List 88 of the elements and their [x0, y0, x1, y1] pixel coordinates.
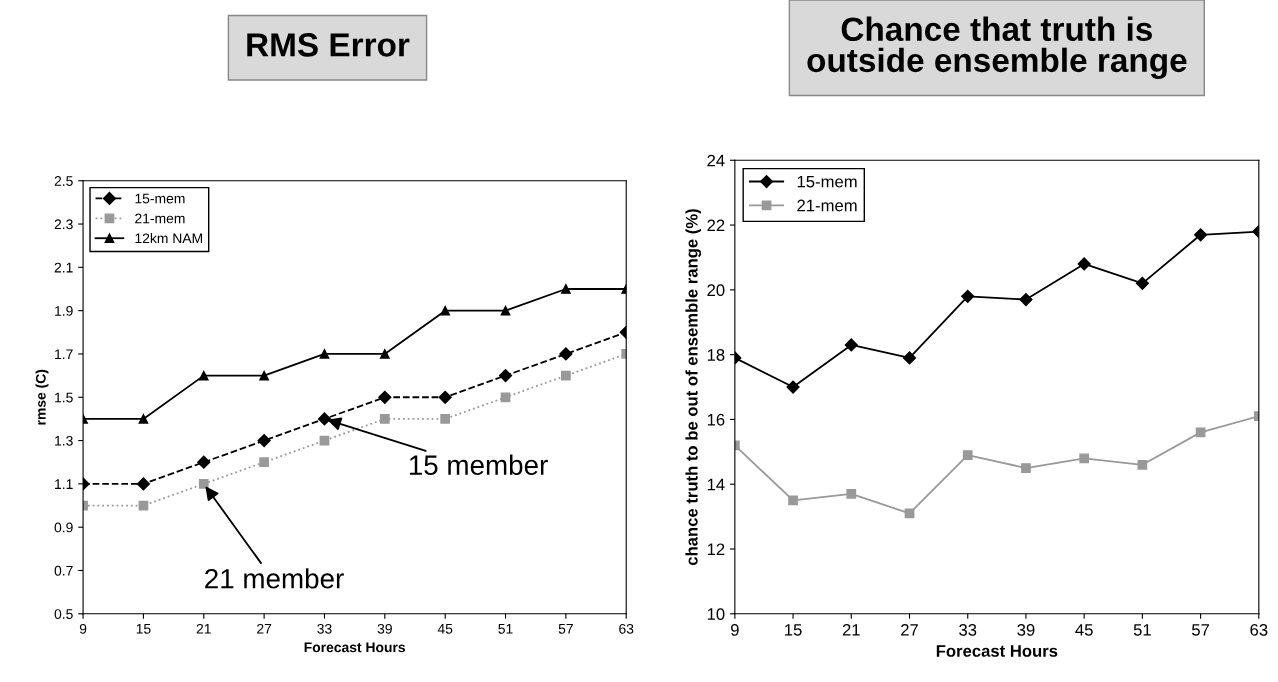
point: [1194, 228, 1208, 242]
y-tick-label: 1.1: [55, 479, 73, 489]
point: [317, 412, 332, 426]
x-tick-label: 15: [785, 624, 802, 636]
y-tick-label: 1.5: [55, 392, 73, 403]
point: [561, 370, 571, 381]
x-tick-label: 27: [901, 623, 918, 636]
y-tick-label: 0.5: [54, 609, 73, 619]
x-tick-label: 9: [731, 623, 739, 636]
point: [788, 495, 798, 506]
y-tick-label: 0.9: [54, 522, 73, 533]
legend-label: 15-mem: [797, 175, 857, 188]
point: [198, 479, 209, 489]
point: [1077, 257, 1091, 271]
x-tick-label: 51: [498, 624, 513, 634]
point: [961, 289, 975, 303]
y-tick-label: 18: [707, 349, 725, 361]
x-tick-label: 21: [196, 623, 211, 634]
y-tick-label: 2.3: [54, 219, 73, 230]
y-tick-label: 20: [707, 284, 725, 297]
point: [259, 457, 269, 468]
x-tick-label: 33: [959, 623, 977, 636]
legend-label: 12km NAM: [135, 233, 202, 244]
x-tick-label: 63: [619, 623, 634, 634]
point: [197, 455, 211, 469]
x-tick-label: 51: [1133, 624, 1151, 636]
point: [844, 338, 858, 352]
x-tick-label: 39: [377, 623, 392, 634]
point: [500, 305, 511, 316]
x-tick-label: 45: [1075, 624, 1093, 636]
y-tick-label: 2.5: [54, 176, 73, 186]
x-axis-title: Forecast Hours: [936, 645, 1058, 657]
y-tick-label: 1.3: [55, 435, 73, 446]
point: [378, 390, 392, 404]
chart-title: Chance that truth is outside ensemble range: [807, 16, 1187, 79]
point: [138, 414, 149, 424]
point: [498, 369, 513, 383]
y-tick-label: 0.7: [54, 565, 73, 576]
legend-label: 21-mem: [135, 213, 185, 224]
y-tick-label: 22: [707, 219, 725, 232]
y-tick-label: 14: [707, 478, 725, 491]
point: [136, 477, 151, 491]
point: [438, 390, 452, 404]
y-axis-title: chance truth to be out of ensemble range (%): [685, 209, 702, 566]
y-tick-label: 16: [707, 413, 725, 426]
point: [198, 370, 209, 381]
point: [902, 351, 917, 365]
point: [1019, 292, 1033, 307]
x-tick-label: 57: [1192, 624, 1210, 636]
legend-label: 15-mem: [135, 193, 185, 204]
x-tick-label: 45: [437, 624, 453, 634]
point: [1021, 463, 1031, 473]
x-axis-title: Forecast Hours: [304, 642, 406, 653]
legend-label: 21-mem: [797, 199, 857, 212]
annotation: 15 member: [409, 454, 548, 475]
y-tick-label: 2.1: [54, 262, 73, 273]
point: [1137, 459, 1148, 470]
point: [257, 433, 271, 448]
x-tick-label: 9: [79, 623, 87, 634]
point: [561, 284, 571, 294]
x-tick-label: 57: [558, 624, 573, 634]
y-tick-label: 24: [707, 154, 725, 167]
point: [440, 414, 451, 424]
x-tick-label: 39: [1017, 623, 1035, 636]
x-tick-label: 33: [317, 623, 332, 634]
y-tick-label: 12: [707, 543, 725, 556]
y-tick-label: 10: [707, 608, 725, 620]
point: [1079, 453, 1090, 464]
x-tick-label: 27: [257, 623, 272, 634]
x-tick-label: 21: [842, 623, 860, 636]
point: [259, 370, 269, 381]
point: [1135, 276, 1149, 290]
point: [559, 347, 573, 361]
y-tick-label: 1.9: [55, 305, 73, 316]
point: [379, 349, 390, 359]
y-tick-label: 1.7: [55, 349, 73, 359]
chart-title: RMS Error: [247, 33, 410, 57]
point: [786, 380, 800, 394]
annotation: 21 member: [205, 568, 344, 589]
x-tick-label: 15: [136, 624, 151, 634]
point: [962, 450, 973, 460]
point: [500, 392, 511, 403]
point: [846, 489, 857, 499]
x-tick-label: 63: [1250, 623, 1268, 636]
y-axis-title: rmse (C): [35, 369, 49, 425]
point: [440, 305, 451, 316]
point: [319, 349, 330, 359]
point: [379, 414, 390, 424]
